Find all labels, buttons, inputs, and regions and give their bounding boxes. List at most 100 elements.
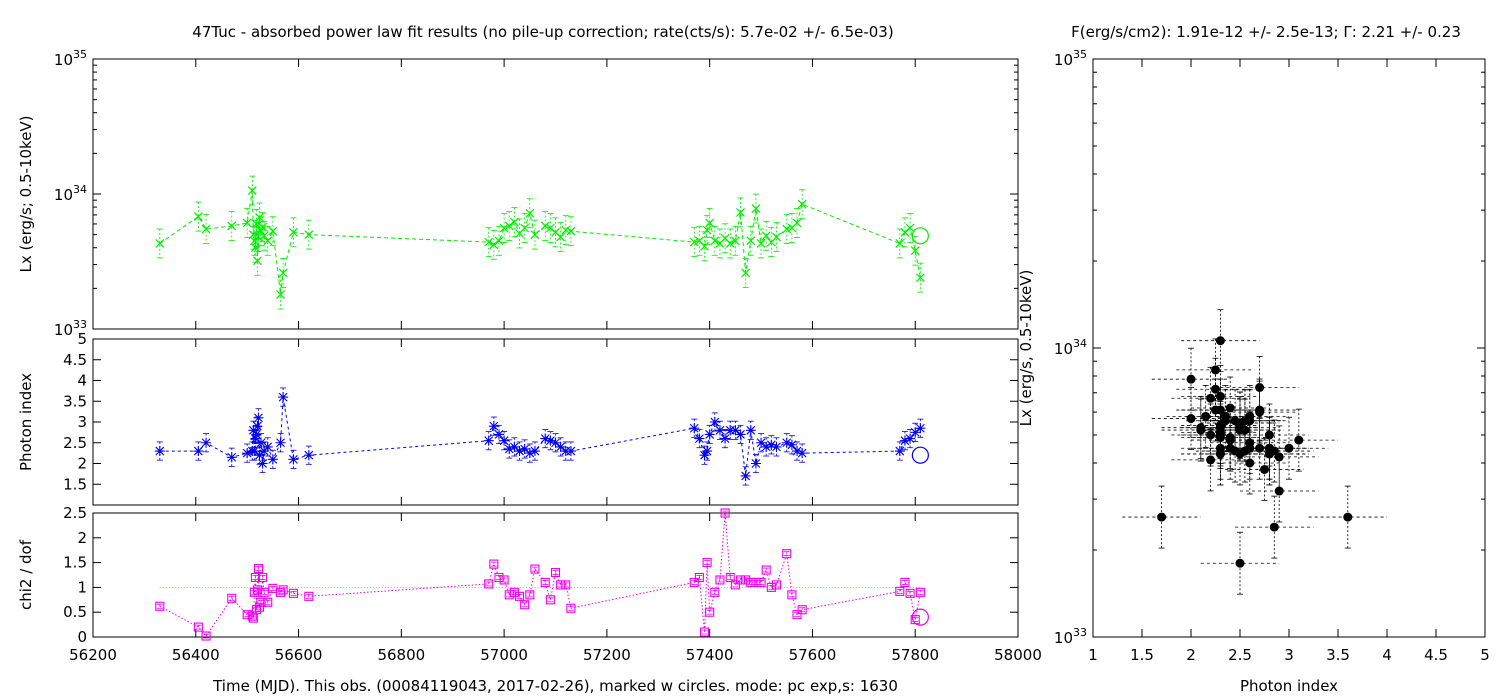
- data-point: [256, 437, 267, 448]
- data-point: [251, 605, 261, 615]
- x-axis-label: Photon index: [1240, 677, 1338, 695]
- data-point: [1245, 416, 1255, 426]
- y-tick-label: 1035: [54, 48, 87, 69]
- data-point: [786, 439, 797, 450]
- data-point: [256, 597, 266, 607]
- data-point: [550, 567, 561, 578]
- data-point: [781, 437, 792, 448]
- data-point: [249, 446, 260, 457]
- x-tick-label: 58000: [994, 646, 1042, 664]
- data-point: [910, 246, 920, 256]
- x-tick-label: 57600: [789, 646, 837, 664]
- data-point: [787, 590, 797, 600]
- y-tick-label: 0.5: [63, 603, 87, 621]
- data-point: [1206, 393, 1216, 403]
- data-point: [484, 579, 494, 589]
- data-point: [278, 585, 288, 595]
- data-point: [304, 591, 314, 601]
- data-point: [201, 631, 211, 641]
- data-point: [247, 186, 257, 196]
- data-point: [226, 452, 237, 463]
- data-point: [263, 597, 273, 607]
- data-point: [519, 443, 530, 454]
- data-point: [1294, 435, 1304, 445]
- left-title: 47Tuc - absorbed power law fit results (…: [192, 23, 893, 41]
- data-point: [267, 454, 278, 465]
- y-tick-label: 5: [77, 330, 87, 348]
- series-line: [159, 512, 921, 637]
- data-point: [484, 237, 494, 247]
- data-point: [154, 446, 165, 457]
- data-point: [556, 580, 566, 590]
- data-point: [250, 433, 261, 444]
- data-point: [746, 236, 756, 246]
- data-point: [504, 221, 514, 231]
- highlight-circle: [911, 227, 929, 245]
- data-point: [761, 565, 771, 575]
- data-point: [259, 231, 269, 241]
- data-point: [750, 458, 761, 469]
- data-point: [561, 225, 571, 235]
- y-tick-label: 1034: [1054, 337, 1087, 358]
- x-tick-label: 5: [1480, 646, 1490, 664]
- x-tick-label: 1.5: [1130, 646, 1154, 664]
- data-point: [242, 448, 253, 459]
- data-point: [1215, 449, 1225, 459]
- data-point: [772, 232, 781, 242]
- y-axis-label: Photon index: [17, 373, 35, 471]
- data-point: [1343, 512, 1353, 522]
- data-point: [499, 575, 509, 585]
- data-point: [771, 580, 782, 590]
- data-point: [745, 425, 756, 436]
- data-point: [735, 575, 746, 585]
- x-tick-label: 57800: [891, 646, 939, 664]
- data-point: [193, 446, 204, 457]
- data-point: [514, 591, 525, 601]
- data-point: [504, 590, 514, 600]
- data-point: [155, 239, 165, 248]
- data-point: [566, 226, 576, 236]
- x-tick-label: 56800: [377, 646, 425, 664]
- data-point: [735, 429, 746, 440]
- data-point: [250, 243, 260, 253]
- data-point: [258, 222, 268, 232]
- data-point: [201, 224, 211, 234]
- data-point: [254, 602, 265, 612]
- data-point: [725, 239, 735, 248]
- data-point: [530, 564, 540, 574]
- data-point: [520, 223, 530, 233]
- data-point: [910, 427, 921, 438]
- data-point: [905, 433, 916, 444]
- data-point: [193, 212, 203, 222]
- data-point: [494, 572, 504, 583]
- data-point: [252, 585, 262, 595]
- data-point: [489, 559, 499, 569]
- data-point: [756, 239, 766, 248]
- series-line: [159, 190, 921, 295]
- data-point: [514, 446, 525, 457]
- data-point: [258, 572, 268, 583]
- data-point: [1215, 391, 1225, 401]
- data-point: [520, 600, 530, 610]
- panel-lx-index: 1033 1034 1035 1 1.5 2 2.5 3 3.5 4 4.5 5 Lx (erg/s, …: [1017, 48, 1490, 695]
- data-point: [259, 587, 269, 597]
- data-point: [689, 577, 699, 587]
- data-point: [720, 508, 730, 518]
- data-point: [702, 558, 712, 568]
- data-point: [1206, 430, 1216, 440]
- data-point: [227, 593, 237, 603]
- data-point: [278, 392, 289, 403]
- data-point: [545, 435, 556, 446]
- plot-frame: [92, 512, 1019, 638]
- data-point: [252, 421, 263, 432]
- data-point: [915, 423, 926, 434]
- data-point: [504, 443, 515, 454]
- data-point: [1255, 405, 1265, 415]
- plot-frame: [92, 338, 1019, 506]
- data-point: [689, 423, 700, 434]
- data-point: [254, 450, 265, 461]
- data-point: [1230, 416, 1240, 426]
- data-point: [751, 577, 761, 587]
- x-tick-label: 4.5: [1424, 646, 1448, 664]
